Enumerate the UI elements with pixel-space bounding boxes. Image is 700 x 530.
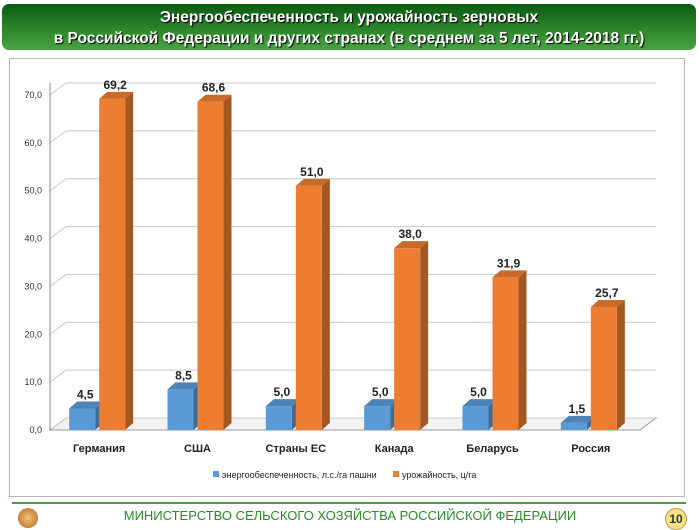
bar-top xyxy=(462,399,497,407)
bar-side xyxy=(321,178,330,430)
y-tick-label: 20,0 xyxy=(24,329,42,339)
gridline xyxy=(49,178,656,192)
x-tick-label: Страны ЕС xyxy=(266,443,327,455)
page-number: 10 xyxy=(665,508,687,530)
gridline xyxy=(49,226,656,239)
gridline xyxy=(49,417,656,431)
data-label: 1,5 xyxy=(568,402,585,416)
bar-yield xyxy=(492,277,519,430)
x-tick-label: Россия xyxy=(571,443,610,455)
y-tick-label: 30,0 xyxy=(24,281,42,291)
ministry-logo-icon xyxy=(18,508,38,528)
bar-yield xyxy=(295,185,322,430)
gridline xyxy=(49,82,656,96)
data-label: 5,0 xyxy=(372,385,389,399)
y-tick-label: 10,0 xyxy=(24,377,42,387)
footer-divider xyxy=(12,502,686,504)
bar-yield xyxy=(590,307,617,430)
data-label: 4,5 xyxy=(77,387,94,401)
gridline xyxy=(49,130,656,144)
bar-top xyxy=(167,382,202,390)
legend-swatch xyxy=(393,471,399,477)
bar-energy xyxy=(265,406,292,430)
bar-top xyxy=(99,91,134,99)
bar-top xyxy=(295,178,330,186)
data-label: 5,0 xyxy=(470,385,487,399)
bar-energy xyxy=(167,389,194,430)
y-tick-label: 0,0 xyxy=(29,425,42,435)
bar-top xyxy=(197,94,232,102)
legend-label: энергообеспеченность, л.с./га пашни xyxy=(222,470,377,480)
y-tick-label: 50,0 xyxy=(24,186,42,196)
x-tick-label: Канада xyxy=(375,443,415,455)
data-label: 68,6 xyxy=(202,81,226,95)
legend-swatch xyxy=(213,471,219,477)
bar-energy xyxy=(364,406,391,430)
bar-top xyxy=(364,399,399,407)
legend-label: урожайность, ц/га xyxy=(402,470,476,480)
data-label: 31,9 xyxy=(497,256,521,270)
data-label: 38,0 xyxy=(398,227,422,241)
data-label: 5,0 xyxy=(273,385,290,399)
bar-side xyxy=(125,91,134,430)
bar-top xyxy=(560,415,595,423)
bar-top xyxy=(590,300,625,308)
gridline xyxy=(49,369,656,383)
bar-yield xyxy=(394,248,421,430)
bar-energy xyxy=(462,406,489,430)
title-line-1: Энергообеспеченность и урожайность зерно… xyxy=(159,9,539,26)
gridline xyxy=(49,321,656,335)
bar-yield xyxy=(99,98,126,430)
bar-energy xyxy=(560,422,587,430)
data-label: 25,7 xyxy=(595,286,619,300)
gridline xyxy=(49,273,656,287)
footer-ministry: МИНИСТЕРСТВО СЕЛЬСКОГО ХОЗЯЙСТВА РОССИЙС… xyxy=(123,508,577,523)
bar-top xyxy=(492,270,527,278)
data-label: 51,0 xyxy=(300,165,324,179)
slide-title: Энергообеспеченность и урожайность зерно… xyxy=(2,4,696,50)
y-tick-label: 60,0 xyxy=(24,138,42,148)
bar-yield xyxy=(197,101,224,430)
bar-side xyxy=(518,270,527,430)
bar-top xyxy=(69,401,104,409)
data-label: 69,2 xyxy=(103,78,127,92)
title-line-2: в Российской Федерации и других странах … xyxy=(53,30,645,47)
x-tick-label: Германия xyxy=(73,443,125,455)
bar-side xyxy=(420,241,429,430)
bar-energy xyxy=(69,408,96,430)
bar-top xyxy=(394,241,429,249)
bar-side xyxy=(223,94,232,430)
data-label: 8,5 xyxy=(175,368,192,382)
x-tick-label: США xyxy=(184,443,211,455)
bar-side xyxy=(616,300,625,430)
y-tick-label: 70,0 xyxy=(24,90,42,100)
bar-top xyxy=(265,399,300,407)
y-tick-label: 40,0 xyxy=(24,234,42,244)
x-tick-label: Беларусь xyxy=(466,443,519,455)
